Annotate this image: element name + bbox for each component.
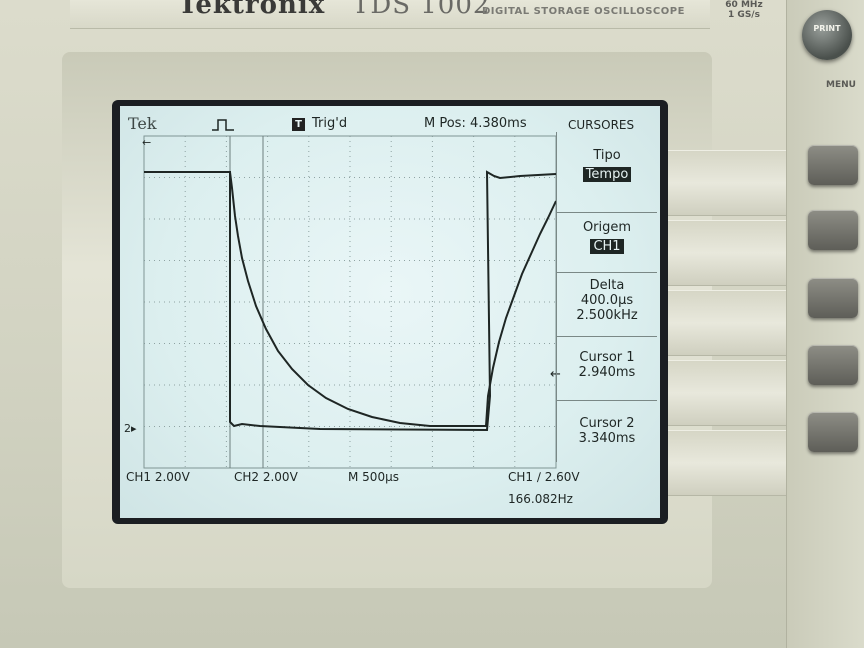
tek-logo: Tek <box>128 114 157 133</box>
menu-option-type[interactable]: Tipo Tempo <box>557 148 657 213</box>
trigger-state: Trig'd <box>312 116 348 131</box>
device-subtitle: DIGITAL STORAGE OSCILLOSCOPE <box>482 6 685 17</box>
cursor-2-value: 3.340ms <box>578 431 636 446</box>
spec-bandwidth: 60 MHz <box>725 0 763 10</box>
trigger-level-arrow: ← <box>550 367 561 382</box>
ch-marker-2: 2▸ <box>124 422 137 435</box>
cursor-1-value: 2.940ms <box>578 365 636 380</box>
source-value: CH1 <box>590 239 624 254</box>
ch2-scale-readout: CH2 2.00V <box>234 470 298 484</box>
side-slot-4 <box>668 360 788 426</box>
main-position-readout: M Pos: 4.380ms <box>424 116 527 131</box>
graticule <box>144 136 556 468</box>
right-control-column <box>786 0 864 648</box>
option-button-4[interactable] <box>808 345 858 385</box>
delta-time: 400.0µs <box>580 293 634 308</box>
horizontal-position-arrow: ← <box>142 136 151 149</box>
option-button-3[interactable] <box>808 278 858 318</box>
print-button[interactable]: PRINT <box>802 10 852 60</box>
ch1-scale-readout: CH1 2.00V <box>126 470 190 484</box>
oscilloscope-screen: 2▸ ← ← Tek T Trig'd M Pos: 4.380ms CURSO… <box>120 106 660 518</box>
waveform-display: 2▸ ← ← <box>124 135 561 469</box>
brand-logo: Tektronix <box>178 0 326 20</box>
option-button-5[interactable] <box>808 412 858 452</box>
menu-option-delta: Delta 400.0µs 2.500kHz <box>557 274 657 337</box>
spec-label: 60 MHz 1 GS/s <box>714 0 774 20</box>
menu-option-cursor-2[interactable]: Cursor 2 3.340ms <box>557 402 657 462</box>
delta-frequency: 2.500kHz <box>576 308 638 323</box>
trigger-status-icon: T <box>292 118 305 131</box>
source-label: Origem <box>582 220 632 235</box>
cursor-1-label: Cursor 1 <box>579 350 635 365</box>
side-slot-1 <box>668 150 788 216</box>
menu-option-cursor-1[interactable]: Cursor 1 2.940ms <box>557 338 657 401</box>
brand-strip: Tektronix TDS 1002 DIGITAL STORAGE OSCIL… <box>70 0 763 29</box>
option-button-1[interactable] <box>808 145 858 185</box>
type-label: Tipo <box>593 148 621 163</box>
side-slot-3 <box>668 290 788 356</box>
option-button-2[interactable] <box>808 210 858 250</box>
side-button-panel <box>668 150 788 496</box>
model-label: TDS 1002 <box>352 0 491 20</box>
menu-label: MENU <box>826 80 856 90</box>
cursor-menu: Tipo Tempo Origem CH1 Delta 400.0µs 2.50… <box>556 132 660 462</box>
side-slot-5 <box>668 430 788 496</box>
menu-option-source[interactable]: Origem CH1 <box>557 214 657 273</box>
ch2-waveform <box>144 171 557 427</box>
delta-label: Delta <box>589 278 625 293</box>
ch1-waveform <box>144 170 557 432</box>
trigger-readout: CH1 ∕ 2.60V <box>508 470 580 484</box>
menu-title: CURSORES <box>568 118 635 132</box>
frequency-readout: 166.082Hz <box>508 492 573 506</box>
cursor-2-label: Cursor 2 <box>579 416 635 431</box>
type-value: Tempo <box>582 167 632 182</box>
side-slot-2 <box>668 220 788 286</box>
timebase-readout: M 500µs <box>348 470 399 484</box>
spec-sample-rate: 1 GS/s <box>728 10 760 20</box>
acquisition-pulse-icon <box>212 119 234 131</box>
